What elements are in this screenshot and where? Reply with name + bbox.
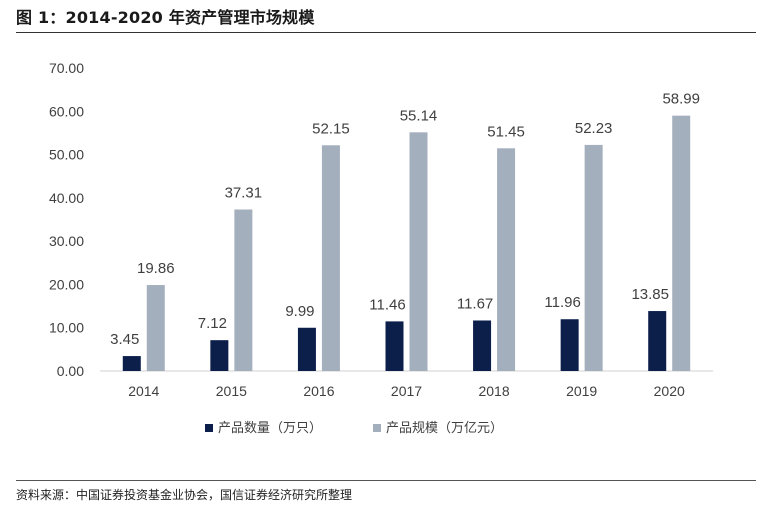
x-tick-label: 2015 bbox=[216, 383, 247, 399]
data-label-series-2: 52.15 bbox=[312, 120, 350, 137]
bar-series-1 bbox=[122, 356, 141, 371]
x-tick-label: 2014 bbox=[128, 383, 159, 399]
y-tick-label: 60.00 bbox=[49, 103, 84, 119]
y-tick-label: 10.00 bbox=[49, 320, 84, 336]
y-tick-label: 30.00 bbox=[49, 233, 84, 249]
data-label-series-1: 13.85 bbox=[631, 286, 669, 303]
x-tick-label: 2016 bbox=[303, 383, 334, 399]
bar-series-1 bbox=[210, 340, 229, 371]
bar-series-2 bbox=[234, 209, 253, 371]
bar-series-1 bbox=[648, 311, 667, 371]
bar-series-2 bbox=[409, 132, 428, 371]
title-rule bbox=[16, 32, 756, 33]
legend-swatch bbox=[205, 424, 213, 432]
legend-swatch bbox=[373, 424, 381, 432]
data-label-series-1: 11.96 bbox=[544, 294, 580, 311]
x-tick-label: 2018 bbox=[478, 383, 509, 399]
data-label-series-1: 9.99 bbox=[285, 303, 314, 320]
bar-series-1 bbox=[297, 327, 316, 371]
data-label-series-2: 37.31 bbox=[225, 185, 263, 202]
x-tick-label: 2017 bbox=[391, 383, 422, 399]
source-note: 资料来源：中国证券投资基金业协会，国信证券经济研究所整理 bbox=[16, 488, 353, 502]
data-label-series-2: 58.99 bbox=[662, 91, 700, 108]
bar-series-1 bbox=[385, 321, 404, 371]
bar-series-2 bbox=[584, 144, 603, 371]
data-label-series-1: 7.12 bbox=[198, 315, 227, 332]
bar-chart: 0.00 10.00 20.00 30.00 40.00 50.00 60.00 70.00 3… bbox=[49, 60, 713, 436]
y-tick-label: 70.00 bbox=[49, 60, 84, 76]
bar-series-2 bbox=[146, 285, 165, 371]
data-label-series-2: 51.45 bbox=[487, 123, 525, 140]
y-tick-label: 20.00 bbox=[49, 276, 84, 292]
y-tick-label: 50.00 bbox=[49, 147, 84, 163]
data-label-series-1: 3.45 bbox=[110, 331, 139, 348]
source-rule bbox=[16, 480, 756, 481]
data-label-series-2: 55.14 bbox=[400, 107, 438, 124]
bar-series-2 bbox=[672, 115, 691, 372]
x-tick-label: 2019 bbox=[566, 383, 597, 399]
bar-series-1 bbox=[560, 319, 579, 371]
bar-series-2 bbox=[497, 148, 516, 371]
data-label-series-2: 19.86 bbox=[137, 260, 175, 277]
x-tick-label: 2020 bbox=[654, 383, 685, 399]
y-tick-label: 40.00 bbox=[49, 190, 84, 206]
y-tick-label: 0.00 bbox=[57, 363, 84, 379]
data-label-series-1: 11.46 bbox=[369, 296, 405, 313]
legend-label: 产品规模（万亿元） bbox=[386, 421, 503, 436]
chart-title: 图 1：2014-2020 年资产管理市场规模 bbox=[16, 8, 315, 27]
legend-label: 产品数量（万只） bbox=[218, 421, 322, 436]
bar-series-2 bbox=[321, 145, 340, 371]
data-label-series-1: 11.67 bbox=[457, 295, 493, 312]
bar-series-1 bbox=[473, 320, 492, 371]
data-label-series-2: 52.23 bbox=[575, 120, 613, 137]
